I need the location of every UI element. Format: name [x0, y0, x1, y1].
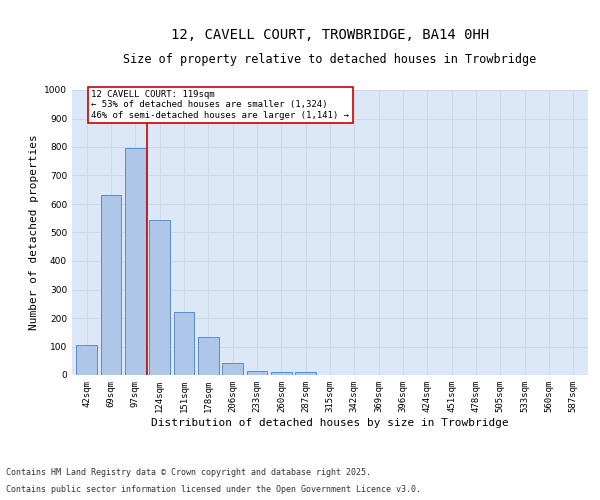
Bar: [295, 372, 316, 375]
Bar: [101, 196, 121, 375]
Bar: [222, 363, 243, 375]
X-axis label: Distribution of detached houses by size in Trowbridge: Distribution of detached houses by size …: [151, 418, 509, 428]
Bar: [247, 370, 268, 375]
Text: Contains public sector information licensed under the Open Government Licence v3: Contains public sector information licen…: [6, 486, 421, 494]
Text: Size of property relative to detached houses in Trowbridge: Size of property relative to detached ho…: [124, 54, 536, 66]
Bar: [198, 336, 218, 375]
Y-axis label: Number of detached properties: Number of detached properties: [29, 134, 38, 330]
Bar: [173, 312, 194, 375]
Bar: [125, 148, 146, 375]
Text: 12, CAVELL COURT, TROWBRIDGE, BA14 0HH: 12, CAVELL COURT, TROWBRIDGE, BA14 0HH: [171, 28, 489, 42]
Text: 12 CAVELL COURT: 119sqm
← 53% of detached houses are smaller (1,324)
46% of semi: 12 CAVELL COURT: 119sqm ← 53% of detache…: [91, 90, 349, 120]
Bar: [271, 372, 292, 375]
Text: Contains HM Land Registry data © Crown copyright and database right 2025.: Contains HM Land Registry data © Crown c…: [6, 468, 371, 477]
Bar: [76, 345, 97, 375]
Bar: [149, 220, 170, 375]
